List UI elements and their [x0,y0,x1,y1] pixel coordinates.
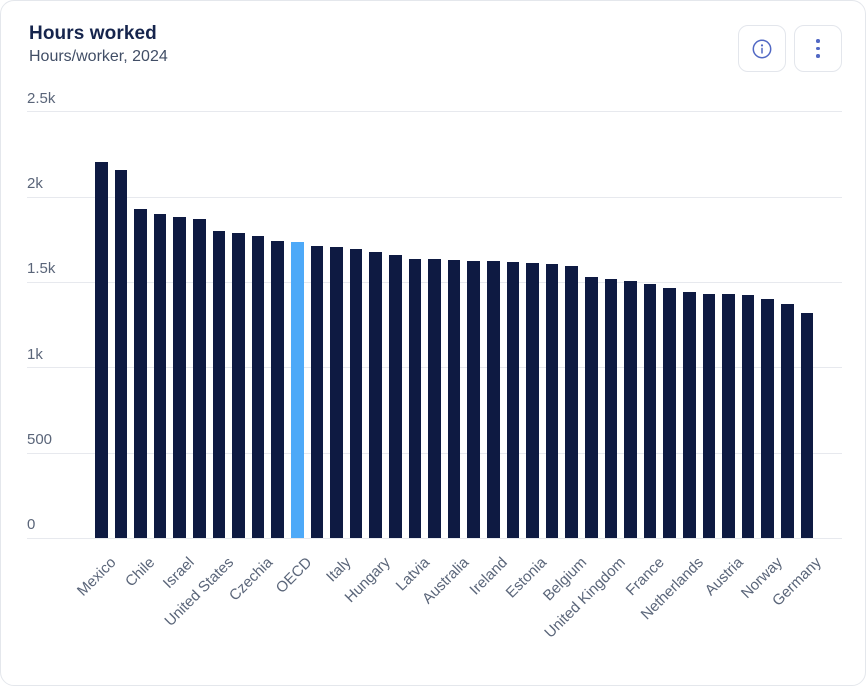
bar-mexico[interactable] [95,161,108,539]
bar-united-states[interactable] [212,230,226,539]
bar[interactable] [663,288,676,539]
bar-australia[interactable] [447,260,461,539]
bar-ireland[interactable] [487,261,500,539]
bar[interactable] [702,294,716,539]
bar[interactable] [114,170,128,539]
bar[interactable] [624,280,637,539]
bar[interactable] [781,303,794,539]
y-tick-label: 2.5k [27,89,56,107]
bar[interactable] [193,219,206,539]
x-axis-label: OECD [272,554,316,597]
bar-belgium[interactable] [565,266,578,539]
y-gridline [27,196,842,198]
x-axis-label: Italy [323,554,355,586]
bar-latvia[interactable] [408,258,422,539]
info-icon [751,38,773,60]
chart-subtitle: Hours/worker, 2024 [29,48,168,65]
bar-austria[interactable] [722,294,735,539]
y-gridline [27,537,842,539]
bar-netherlands[interactable] [683,291,696,539]
y-tick-label: 500 [27,431,53,449]
info-button[interactable] [738,25,786,72]
y-tick-label: 1.5k [27,260,56,278]
bar[interactable] [428,259,441,539]
bar[interactable] [232,232,245,539]
x-axis-label: Chile [122,554,159,591]
bar[interactable] [389,254,402,539]
bar-israel[interactable] [173,216,186,539]
y-gridline [27,111,842,113]
bar[interactable] [349,248,363,539]
bar[interactable] [585,277,598,539]
bar[interactable] [153,213,167,539]
bar-chile[interactable] [134,209,147,539]
bar[interactable] [506,262,520,539]
bar-czechia[interactable] [251,235,265,539]
bar-italy[interactable] [330,247,343,539]
y-tick-label: 2k [27,175,43,193]
bar-oecd[interactable] [291,241,304,539]
y-tick-label: 0 [27,516,36,534]
bar-united-kingdom[interactable] [604,279,618,539]
bar[interactable] [310,246,324,539]
bar-france[interactable] [643,284,657,539]
card-actions [738,25,842,72]
y-tick-label: 1k [27,345,43,363]
bar[interactable] [271,241,284,539]
bar-hungary[interactable] [369,252,382,539]
bar[interactable] [545,264,559,539]
bar-estonia[interactable] [526,263,539,539]
x-axis-label: Mexico [73,554,120,600]
bar[interactable] [467,260,480,539]
chart-title: Hours worked [29,23,157,44]
bar[interactable] [741,295,755,539]
bar-germany[interactable] [800,312,814,539]
kebab-menu-icon [816,39,820,58]
bar-norway[interactable] [761,298,774,539]
menu-button[interactable] [794,25,842,72]
